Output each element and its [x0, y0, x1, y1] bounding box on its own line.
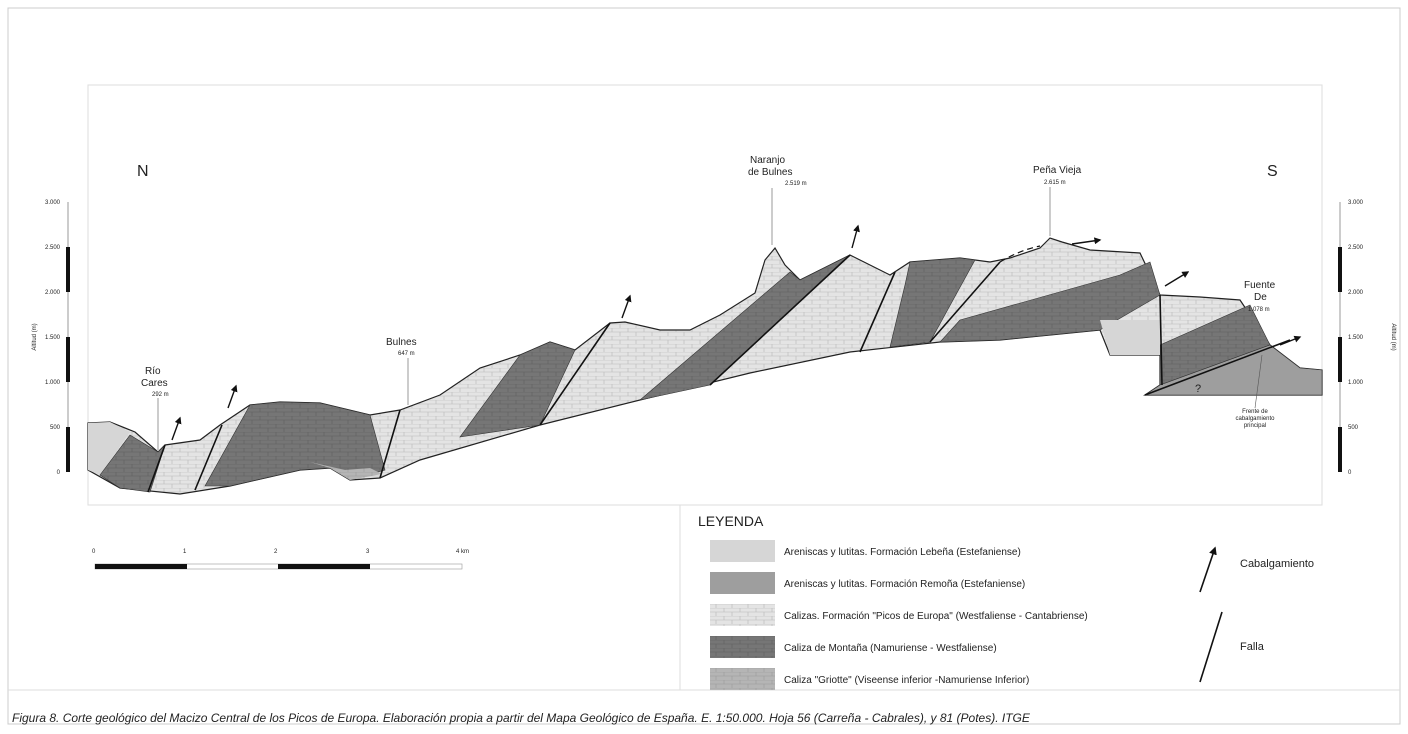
place-altitude: 2.615 m [1044, 180, 1066, 186]
place-name: Fuente [1244, 280, 1276, 291]
axis-tick-label: 1.500 [45, 335, 61, 341]
axis-tick-label: 500 [50, 425, 61, 431]
axis-tick-label: 0 [57, 470, 61, 476]
place-altitude: 647 m [398, 351, 415, 357]
place-name: Cares [141, 378, 168, 389]
scale-label: 2 [274, 549, 278, 555]
legend-swatch [710, 604, 775, 626]
thrust-arrow [228, 386, 236, 408]
scale-segment [278, 564, 370, 569]
place-altitude: 2.519 m [785, 181, 807, 187]
scale-label: 0 [92, 549, 96, 555]
axis-label: Altitud (m) [1390, 323, 1396, 350]
place-altitude: 1.078 m [1248, 307, 1270, 313]
axis-band [1338, 247, 1342, 292]
thrust-symbol [1200, 548, 1215, 592]
legend-label: Calizas. Formación "Picos de Europa" (We… [784, 611, 1088, 622]
place-name: De [1254, 292, 1267, 303]
axis-tick-label: 0 [1348, 470, 1352, 476]
left-axis: 3.000 2.500 2.000 1.500 1.000 500 0 Alti… [32, 200, 70, 476]
axis-tick-label: 1.000 [45, 380, 61, 386]
axis-tick-label: 500 [1348, 425, 1359, 431]
legend-label: Caliza "Griotte" (Viseense inferior -Nam… [784, 675, 1029, 686]
axis-tick-label: 1.000 [1348, 380, 1364, 386]
cross-section [88, 226, 1322, 494]
thrust-arrow [1280, 337, 1300, 345]
caption: Figura 8. Corte geológico del Macizo Cen… [12, 711, 1031, 725]
axis-tick-label: 2.500 [45, 245, 61, 251]
place-name: Río [145, 366, 161, 377]
place-altitude: 292 m [152, 392, 169, 398]
axis-tick-label: 2.000 [1348, 290, 1364, 296]
legend-symbol-label: Cabalgamiento [1240, 558, 1314, 570]
annotation: ? [1195, 383, 1201, 395]
scale-label: 1 [183, 549, 187, 555]
legend-swatch [710, 636, 775, 658]
axis-band [1338, 337, 1342, 382]
thrust-arrow [1165, 272, 1188, 286]
scale-bar: 0 1 2 3 4 km [92, 549, 469, 569]
axis-band [66, 247, 70, 292]
scale-segment [95, 564, 187, 569]
place-name: de Bulnes [748, 167, 792, 178]
place-name: Naranjo [750, 155, 785, 166]
axis-band [66, 337, 70, 382]
thrust-arrow [622, 296, 630, 318]
annotation: Frente de [1242, 409, 1268, 415]
legend-swatch [710, 668, 775, 690]
figure: 3.000 2.500 2.000 1.500 1.000 500 0 Alti… [0, 0, 1408, 729]
place-name: Peña Vieja [1033, 165, 1082, 176]
axis-tick-label: 2.000 [45, 290, 61, 296]
thrust-arrow [852, 226, 858, 248]
annotation: cabalgamiento [1235, 416, 1275, 422]
axis-label: Altitud (m) [32, 323, 38, 350]
fault-symbol [1200, 612, 1222, 682]
legend-title: LEYENDA [698, 513, 764, 529]
legend-swatch [710, 572, 775, 594]
axis-band [66, 427, 70, 472]
south-label: S [1267, 163, 1278, 180]
axis-tick-label: 3.000 [1348, 200, 1364, 206]
scale-label: 3 [366, 549, 370, 555]
place-name: Bulnes [386, 337, 417, 348]
legend-label: Areniscas y lutitas. Formación Lebeña (E… [784, 547, 1021, 558]
legend-label: Caliza de Montaña (Namuriense - Westfali… [784, 643, 997, 654]
axis-band [1338, 427, 1342, 472]
legend-label: Areniscas y lutitas. Formación Remoña (E… [784, 579, 1025, 590]
legend-symbol-label: Falla [1240, 641, 1265, 653]
scale-label: 4 km [456, 549, 469, 555]
thrust-arrow [1072, 240, 1100, 244]
legend-swatch [710, 540, 775, 562]
lebena-unit [1100, 320, 1160, 355]
axis-tick-label: 2.500 [1348, 245, 1364, 251]
legend: LEYENDA Areniscas y lutitas. Formación L… [8, 505, 1400, 690]
north-label: N [137, 163, 149, 180]
annotation: principal [1244, 423, 1266, 429]
thrust-arrow [172, 418, 180, 440]
axis-tick-label: 3.000 [45, 200, 61, 206]
axis-tick-label: 1.500 [1348, 335, 1364, 341]
right-axis: 3.000 2.500 2.000 1.500 1.000 500 0 Alti… [1338, 200, 1396, 476]
